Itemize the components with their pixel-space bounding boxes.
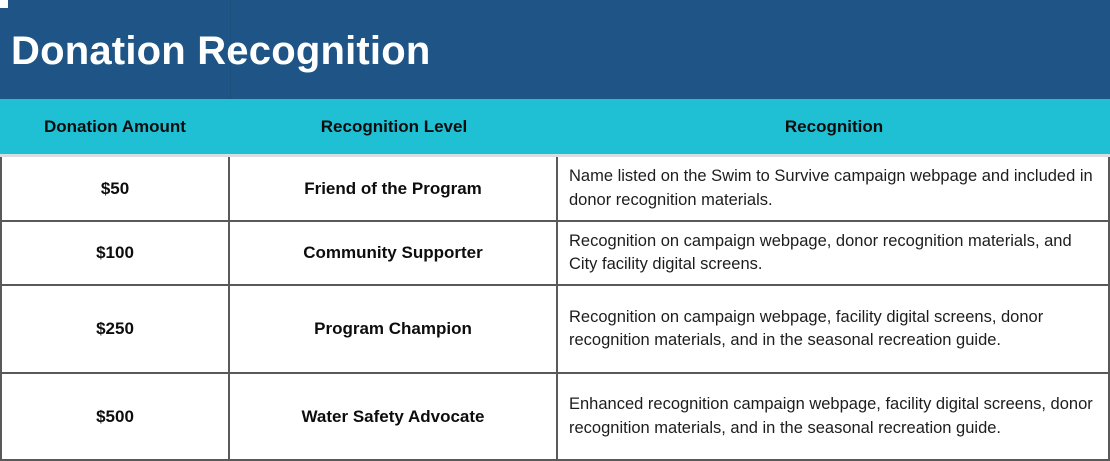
- header-divider-strip: [0, 154, 1110, 157]
- recognition-level-cell: Community Supporter: [230, 222, 558, 284]
- recognition-description-cell: Recognition on campaign webpage, donor r…: [569, 231, 1072, 273]
- table-row: $250 Program Champion Recognition on cam…: [2, 284, 1108, 372]
- donation-amount-cell: $250: [2, 286, 230, 372]
- recognition-description-cell: Enhanced recognition campaign webpage, f…: [569, 395, 1093, 437]
- donation-amount-cell: $50: [2, 157, 230, 220]
- title-band: Donation Recognition: [0, 0, 1110, 99]
- page-title: Donation Recognition: [11, 28, 431, 73]
- donation-amount-cell: $500: [2, 374, 230, 459]
- table-body: $50 Friend of the Program Name listed on…: [0, 157, 1110, 461]
- table-row: $50 Friend of the Program Name listed on…: [2, 157, 1108, 220]
- column-header-recognition-level: Recognition Level: [320, 116, 468, 136]
- table-header-row: Donation Amount Recognition Level Recogn…: [0, 99, 1110, 154]
- column-header-recognition: Recognition: [784, 116, 884, 136]
- recognition-description-cell: Recognition on campaign webpage, facilit…: [569, 307, 1044, 349]
- table-row: $100 Community Supporter Recognition on …: [2, 220, 1108, 284]
- donation-amount-cell: $100: [2, 222, 230, 284]
- table-row: $500 Water Safety Advocate Enhanced reco…: [2, 372, 1108, 459]
- corner-notch: [0, 0, 8, 8]
- recognition-level-cell: Friend of the Program: [230, 157, 558, 220]
- recognition-level-cell: Water Safety Advocate: [230, 374, 558, 459]
- recognition-description-cell: Name listed on the Swim to Survive campa…: [569, 167, 1093, 209]
- title-band-divider: [230, 0, 231, 99]
- column-header-donation-amount: Donation Amount: [44, 116, 186, 136]
- recognition-level-cell: Program Champion: [230, 286, 558, 372]
